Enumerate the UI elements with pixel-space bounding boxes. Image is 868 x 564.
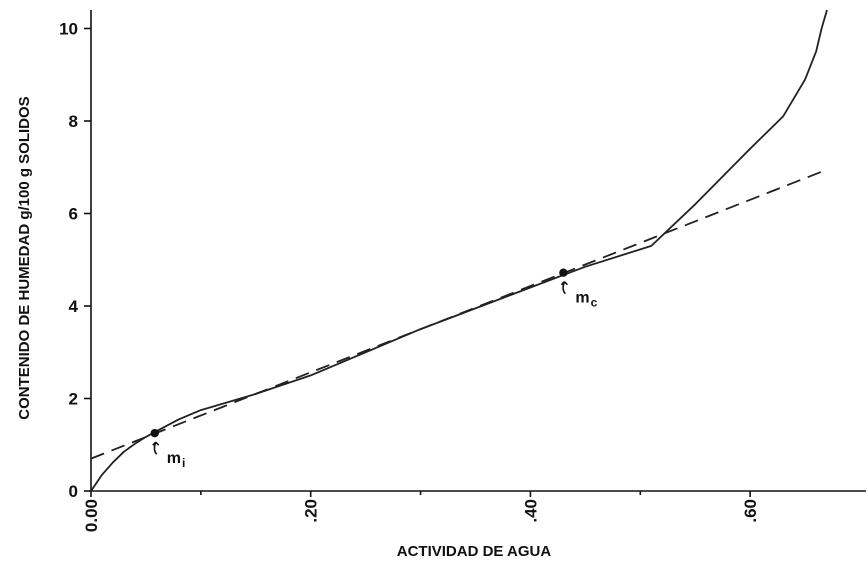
point-marker: [559, 268, 568, 277]
y-tick-label: 4: [69, 297, 79, 316]
point-marker: [150, 428, 159, 438]
x-tick-label: 0.00: [82, 499, 101, 532]
point-label: mi: [167, 450, 186, 470]
x-tick-label: .40: [521, 499, 540, 523]
isotherm-curve: [90, 9, 828, 492]
y-tick-label: 0: [69, 482, 78, 501]
y-tick-label: 8: [69, 112, 78, 131]
point-hook-arrow: [152, 441, 160, 455]
axes: [84, 10, 866, 497]
x-tick-label: .60: [741, 499, 760, 523]
y-tick-label: 10: [59, 20, 78, 39]
point-label: mc: [575, 290, 597, 310]
x-axis-label: ACTIVIDAD DE AGUA: [397, 543, 552, 560]
point-hook-arrow: [560, 281, 568, 295]
y-tick-label: 6: [69, 205, 78, 224]
y-axis-label: CONTENIDO DE HUMEDAD g/100 g SOLIDOS: [16, 96, 33, 419]
y-tick-label: 2: [69, 390, 78, 409]
tick-labels: 0 2 4 6 8 10 0.00 .20 .40 .60: [59, 20, 760, 533]
x-tick-label: .20: [302, 499, 321, 523]
chart-marks: mi mc: [90, 9, 828, 492]
